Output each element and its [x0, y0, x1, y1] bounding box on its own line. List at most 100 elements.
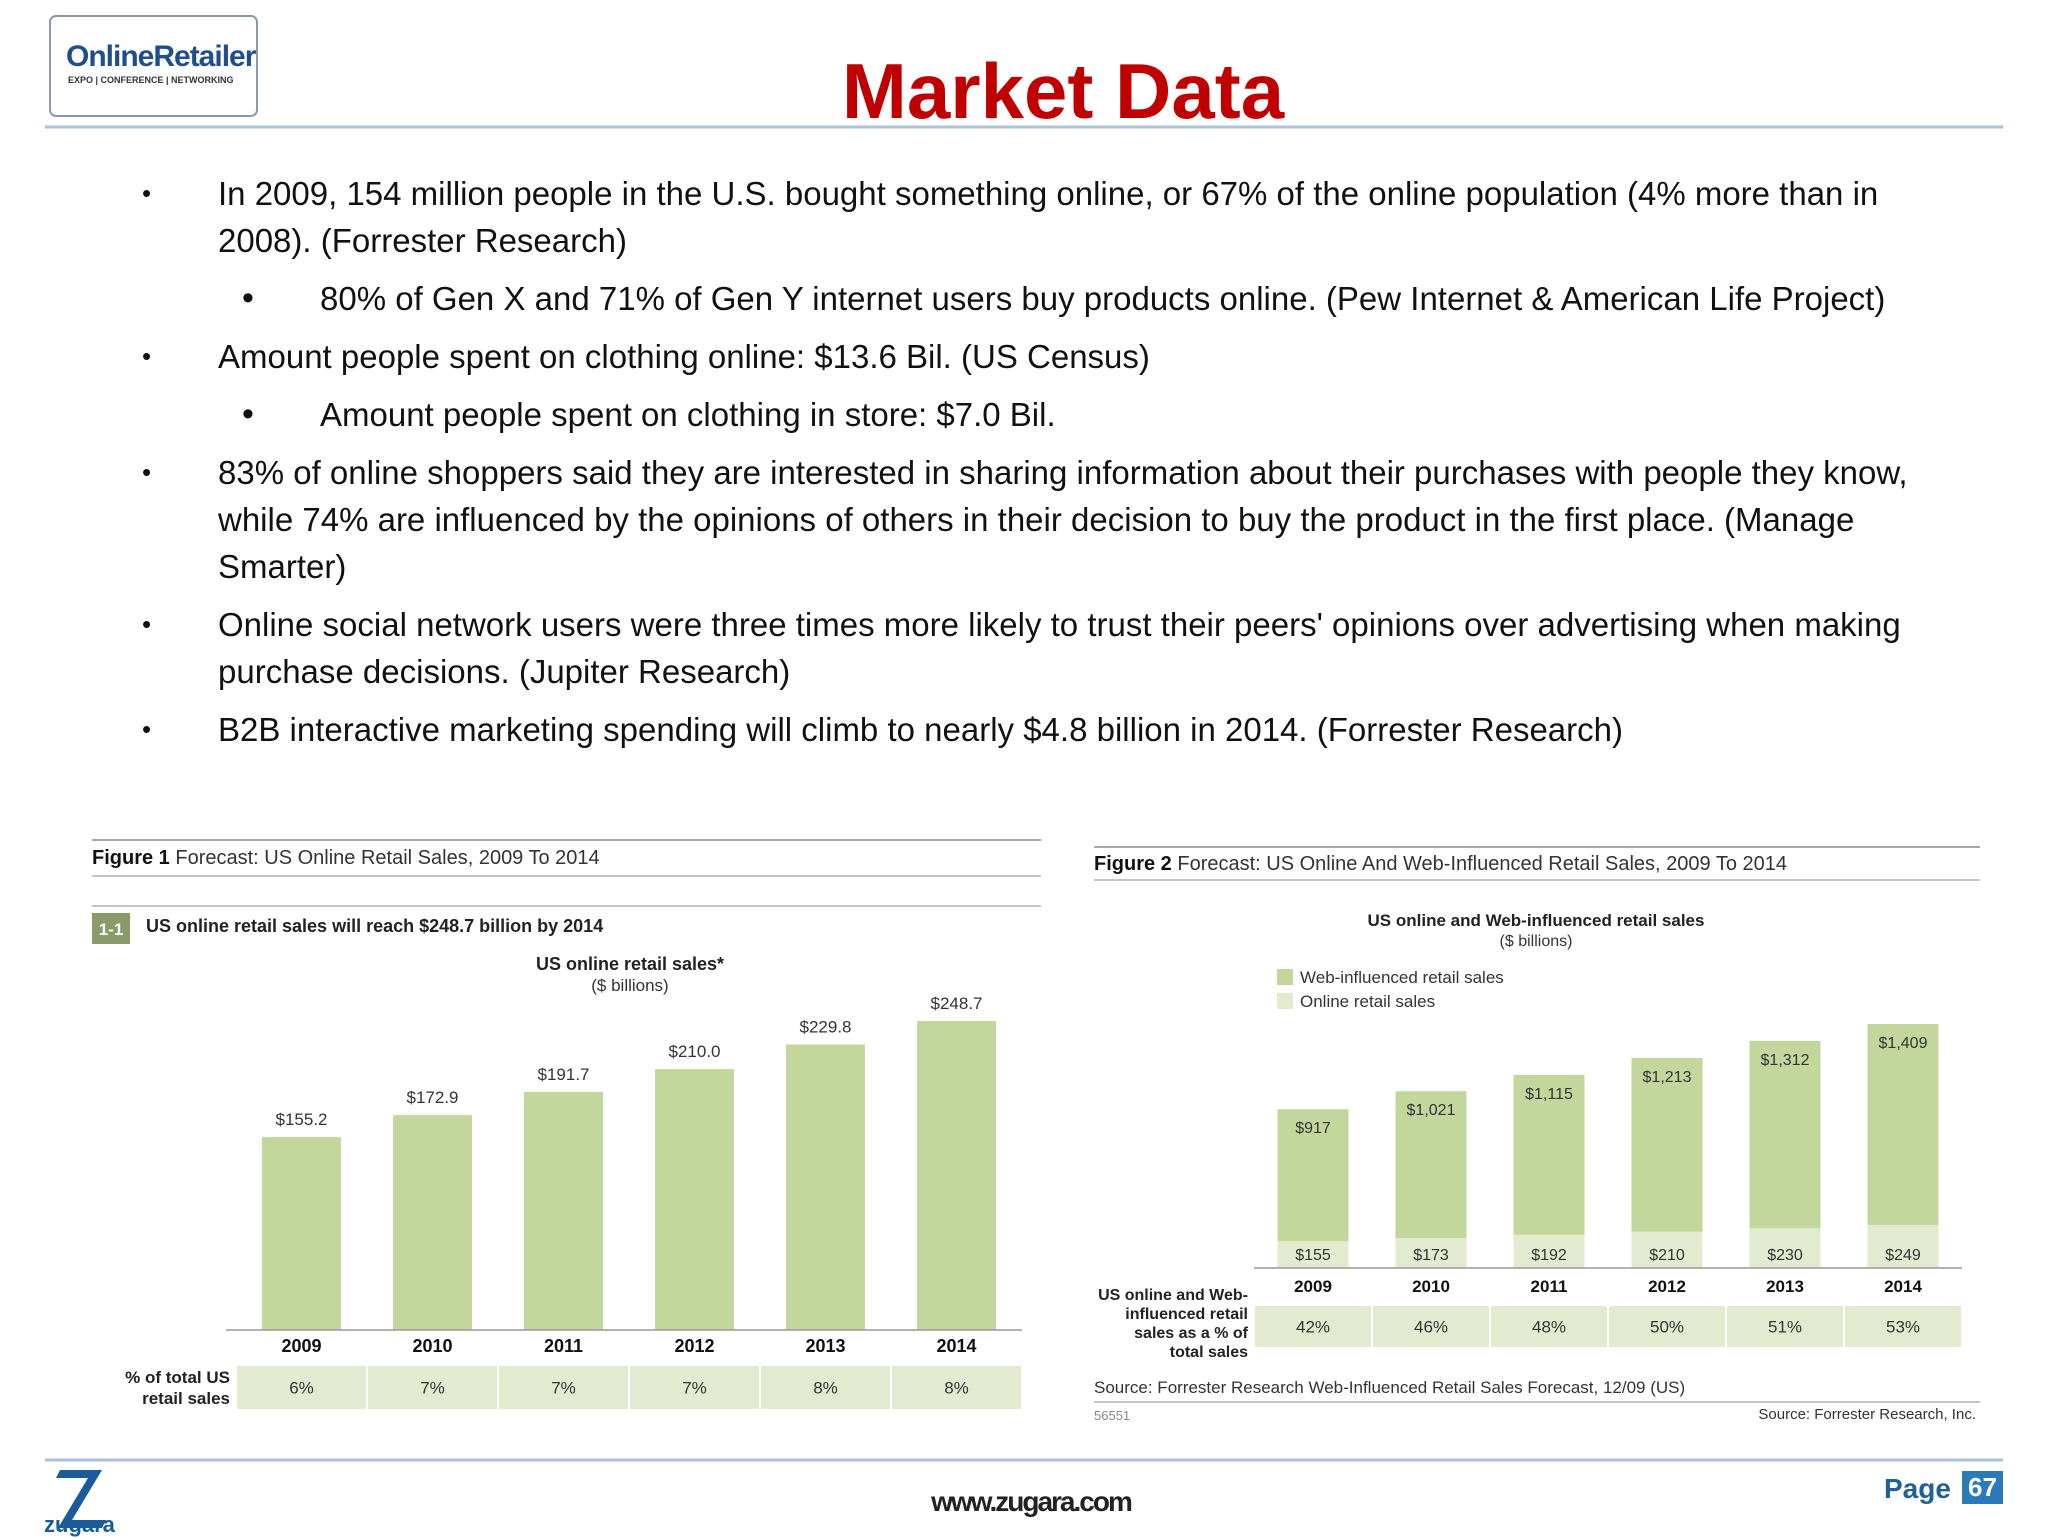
label: $229.8: [800, 1017, 852, 1036]
label: 46%: [1414, 1318, 1448, 1337]
figure-label: Figure 2: [1094, 853, 1172, 875]
label: $230: [1767, 1247, 1803, 1264]
label: $191.7: [538, 1065, 590, 1084]
row-cell: [368, 1366, 497, 1409]
label: 2010: [412, 1336, 452, 1356]
bar: [393, 1115, 472, 1330]
bar: [1513, 1234, 1585, 1268]
label: 53%: [1886, 1318, 1920, 1337]
label: $1,115: [1525, 1086, 1573, 1103]
row-cell: [1609, 1306, 1725, 1347]
label: 7%: [551, 1379, 576, 1398]
credit: Source: Forrester Research, Inc.: [1758, 1406, 1976, 1423]
label: 48%: [1532, 1318, 1566, 1337]
bar: [1395, 1238, 1467, 1268]
figure-label: Figure 1: [92, 847, 170, 869]
bar: [917, 1021, 996, 1330]
bullet: B2B interactive marketing spending will …: [142, 706, 1938, 753]
label: US online and Web-influenced retail sale…: [1368, 911, 1705, 930]
label: $917: [1295, 1120, 1331, 1137]
row-cell: [761, 1366, 890, 1409]
banner-box: [92, 913, 130, 944]
label: $210: [1649, 1247, 1685, 1264]
zugara-icon: [56, 1470, 106, 1528]
label: ($ billions): [1500, 933, 1573, 950]
label: $192: [1531, 1247, 1567, 1264]
bar: [524, 1091, 603, 1330]
label: 2009: [1294, 1277, 1332, 1296]
bar: [786, 1044, 865, 1330]
label: 2009: [281, 1336, 321, 1356]
legend-swatch: [1277, 993, 1293, 1009]
label: 7%: [682, 1379, 707, 1398]
caption-text: Forecast: US Online Retail Sales, 2009 T…: [175, 847, 600, 869]
footer-url: www.zugara.com: [931, 1486, 1133, 1517]
label: US online retail sales*: [536, 954, 724, 974]
bar: [1749, 1228, 1821, 1268]
label: 2014: [1884, 1277, 1922, 1296]
row-cell: [237, 1366, 366, 1409]
page-label: Page: [1884, 1473, 1951, 1504]
bullet: 80% of Gen X and 71% of Gen Y internet u…: [242, 275, 1940, 322]
caption-text: Forecast: US Online And Web-Influenced R…: [1177, 853, 1787, 875]
label: 2011: [544, 1336, 583, 1356]
figure-caption: Figure 2 Forecast: US Online And Web-Inf…: [1094, 853, 1787, 876]
row-label: % of total US retail sales: [125, 1368, 230, 1408]
label: 6%: [289, 1379, 314, 1398]
bar: [1277, 1241, 1349, 1268]
bar: [655, 1069, 734, 1330]
label: $248.7: [931, 994, 983, 1013]
bar: [262, 1137, 341, 1330]
label: $172.9: [407, 1088, 459, 1107]
label: $155.2: [276, 1110, 328, 1129]
label: 2011: [1531, 1277, 1568, 1296]
label: $210.0: [669, 1042, 721, 1061]
row-cell: [1491, 1306, 1607, 1347]
label: $1,213: [1643, 1069, 1692, 1086]
row-label: US online and Web-influenced retail sale…: [1098, 1287, 1248, 1361]
bullet-list: In 2009, 154 million people in the U.S. …: [0, 170, 2048, 764]
row-cell: [1373, 1306, 1489, 1347]
legend-swatch: [1277, 969, 1293, 985]
bar: [1867, 1224, 1939, 1268]
row-cell: [892, 1366, 1021, 1409]
label: 7%: [420, 1379, 445, 1398]
page-number: 67: [1962, 1471, 2003, 1504]
label: 2013: [1766, 1277, 1804, 1296]
footer-logo: zugara: [44, 1512, 115, 1537]
bullet: Online social network users were three t…: [142, 601, 1938, 695]
row-cell: [630, 1366, 759, 1409]
row-cell: [1845, 1306, 1961, 1347]
label: $1,409: [1879, 1035, 1928, 1052]
label: 1-1: [99, 920, 124, 939]
label: 42%: [1296, 1318, 1330, 1337]
label: 2013: [805, 1336, 845, 1356]
figure-caption: Figure 1 Forecast: US Online Retail Sale…: [92, 847, 600, 870]
label: $1,312: [1761, 1052, 1810, 1069]
banner: US online retail sales will reach $248.7…: [146, 916, 604, 936]
label: 8%: [944, 1379, 969, 1398]
figure-id: 56551: [1094, 1408, 1131, 1423]
label: 2014: [936, 1336, 976, 1356]
bullet: 83% of online shoppers said they are int…: [142, 449, 1938, 590]
label: $155: [1295, 1247, 1331, 1264]
label: 8%: [813, 1379, 838, 1398]
row-cell: [499, 1366, 628, 1409]
label: ($ billions): [591, 976, 668, 995]
row-cell: [1255, 1306, 1371, 1347]
logo-tagline: EXPO | CONFERENCE | NETWORKING: [68, 75, 234, 85]
logo-name: OnlineRetailer: [66, 40, 256, 73]
source: Source: Forrester Research Web-Influence…: [1094, 1378, 1686, 1397]
page-title: Market Data: [841, 47, 1285, 135]
label: 50%: [1650, 1318, 1684, 1337]
label: 2012: [674, 1336, 714, 1356]
label: Online retail sales: [1300, 992, 1435, 1011]
label: $249: [1885, 1247, 1921, 1264]
label: $173: [1413, 1247, 1449, 1264]
row-cell: [1727, 1306, 1843, 1347]
bullet: In 2009, 154 million people in the U.S. …: [142, 170, 1938, 264]
logo-box: [49, 15, 258, 117]
label: Web-influenced retail sales: [1300, 968, 1504, 987]
